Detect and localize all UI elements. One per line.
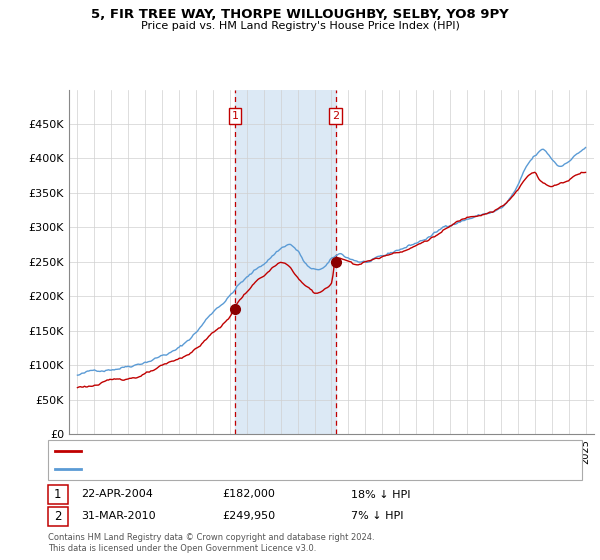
Text: 18% ↓ HPI: 18% ↓ HPI bbox=[351, 489, 410, 500]
Text: 5, FIR TREE WAY, THORPE WILLOUGHBY, SELBY, YO8 9PY: 5, FIR TREE WAY, THORPE WILLOUGHBY, SELB… bbox=[91, 8, 509, 21]
Text: 5, FIR TREE WAY, THORPE WILLOUGHBY, SELBY, YO8 9PY (detached house): 5, FIR TREE WAY, THORPE WILLOUGHBY, SELB… bbox=[86, 446, 458, 456]
Text: 31-MAR-2010: 31-MAR-2010 bbox=[81, 511, 155, 521]
Text: HPI: Average price, detached house, North Yorkshire: HPI: Average price, detached house, Nort… bbox=[86, 464, 346, 474]
Text: 7% ↓ HPI: 7% ↓ HPI bbox=[351, 511, 404, 521]
Text: 1: 1 bbox=[54, 488, 62, 501]
Text: £182,000: £182,000 bbox=[222, 489, 275, 500]
Text: Price paid vs. HM Land Registry's House Price Index (HPI): Price paid vs. HM Land Registry's House … bbox=[140, 21, 460, 31]
Text: 22-APR-2004: 22-APR-2004 bbox=[81, 489, 153, 500]
Text: Contains HM Land Registry data © Crown copyright and database right 2024.
This d: Contains HM Land Registry data © Crown c… bbox=[48, 533, 374, 553]
Text: 1: 1 bbox=[232, 111, 238, 121]
Text: 2: 2 bbox=[54, 510, 62, 523]
Text: 2: 2 bbox=[332, 111, 339, 121]
Bar bbox=[235, 90, 336, 434]
Text: £249,950: £249,950 bbox=[222, 511, 275, 521]
